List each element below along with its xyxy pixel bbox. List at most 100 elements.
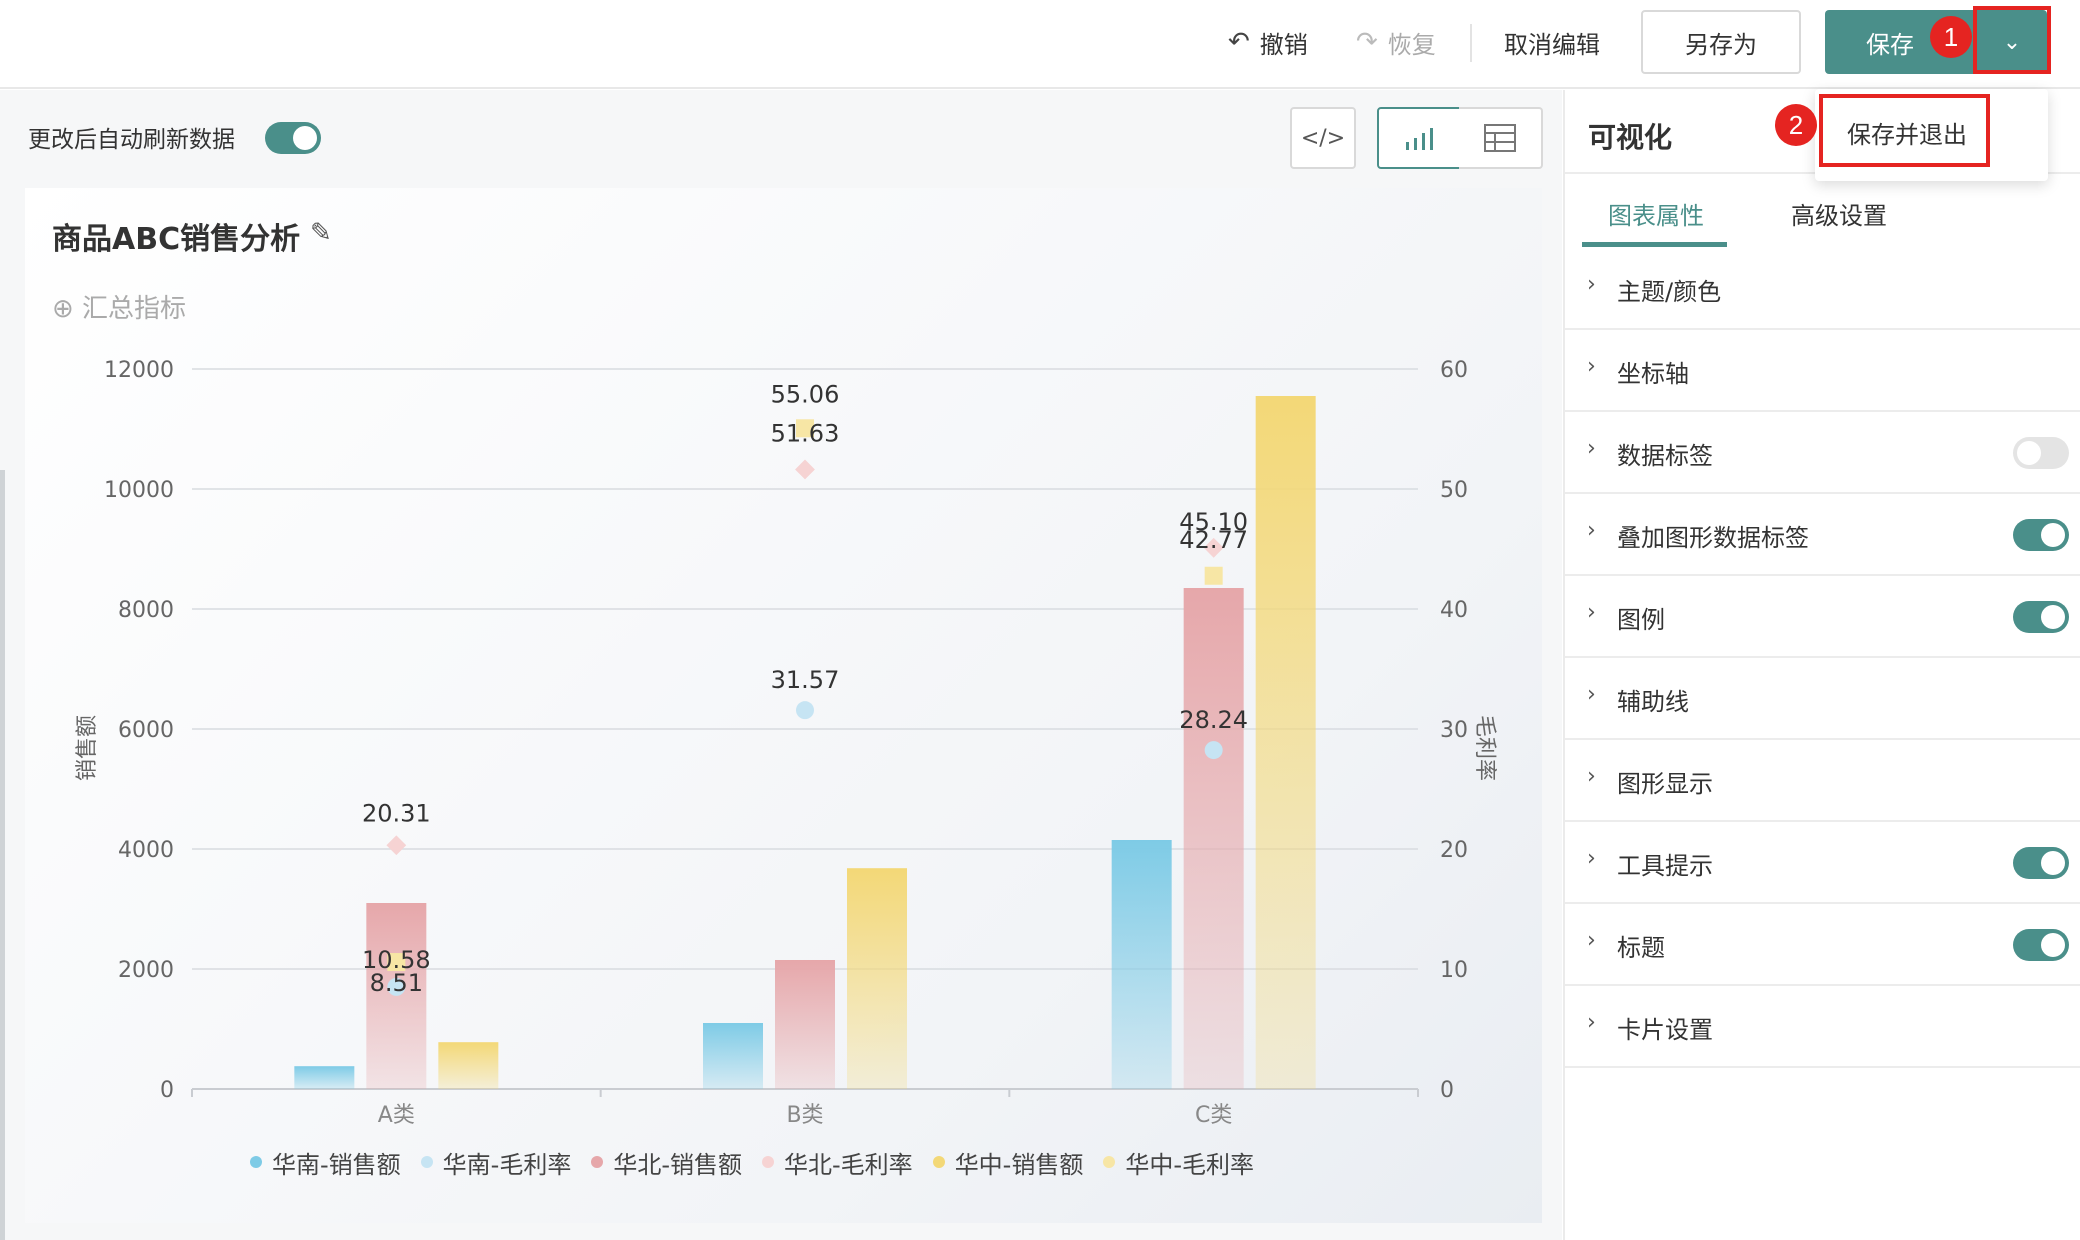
chevron-right-icon: › <box>1587 764 1596 789</box>
point-value-label: 28.24 <box>1179 706 1248 734</box>
y2-tick-label: 50 <box>1440 478 1468 503</box>
legend-label: 华北-销售额 <box>613 1150 743 1179</box>
property-toggle[interactable] <box>2013 601 2069 633</box>
table-view-button[interactable] <box>1459 107 1543 169</box>
property-row[interactable]: › 图例 <box>1565 576 2080 658</box>
legend-label: 华南-毛利率 <box>442 1150 572 1179</box>
redo-label: 恢复 <box>1387 30 1436 59</box>
cancel-edit-button[interactable]: 取消编辑 <box>1504 22 1600 62</box>
chart-view-button[interactable] <box>1377 107 1461 169</box>
legend-item[interactable]: 华北-毛利率 <box>762 1145 913 1180</box>
y2-tick-label: 40 <box>1440 598 1468 623</box>
y-tick-label: 8000 <box>118 598 174 623</box>
property-label: 工具提示 <box>1617 852 1713 880</box>
property-row[interactable]: › 数据标签 <box>1565 412 2080 494</box>
x-tick-label: A类 <box>378 1103 415 1128</box>
point-marker <box>1203 537 1224 558</box>
point-marker <box>796 419 814 438</box>
point-value-label: 51.63 <box>771 419 840 447</box>
legend-item[interactable]: 华北-销售额 <box>591 1145 742 1180</box>
bar <box>775 960 835 1089</box>
bar <box>1183 588 1244 1089</box>
legend-dot-icon <box>591 1156 604 1168</box>
cancel-edit-label: 取消编辑 <box>1504 30 1600 59</box>
redo-button[interactable]: ↷ 恢复 <box>1356 22 1436 62</box>
bar <box>294 1066 355 1089</box>
bar <box>438 1042 499 1089</box>
step-badge-1: 1 <box>1930 16 1972 58</box>
tab-advanced-settings[interactable]: 高级设置 <box>1791 202 1887 230</box>
undo-label: 撤销 <box>1259 30 1308 59</box>
point-value-label: 8.51 <box>370 969 423 997</box>
auto-refresh-toggle[interactable] <box>265 122 321 154</box>
save-and-exit-item[interactable]: 保存并退出 <box>1847 121 1967 149</box>
point-marker <box>1204 566 1223 585</box>
x-tick-label: C类 <box>1195 1103 1232 1128</box>
legend-label: 华北-毛利率 <box>784 1150 913 1179</box>
property-toggle[interactable] <box>2013 519 2069 551</box>
legend-dot-icon <box>932 1156 945 1168</box>
undo-icon: ↶ <box>1228 27 1250 57</box>
highlight-box-1 <box>1973 6 2051 74</box>
bar <box>703 1023 763 1089</box>
undo-button[interactable]: ↶ 撤销 <box>1228 22 1308 62</box>
left-scroll-edge <box>0 470 5 1240</box>
chevron-right-icon: › <box>1587 518 1596 543</box>
save-menu-toggle[interactable]: ⌄ <box>1977 10 2047 74</box>
property-label: 数据标签 <box>1617 442 1713 470</box>
point-value-label: 55.06 <box>771 380 840 408</box>
bar-chart-icon <box>1406 128 1433 150</box>
property-row[interactable]: › 叠加图形数据标签 <box>1565 494 2080 576</box>
property-row[interactable]: › 卡片设置 <box>1565 986 2080 1068</box>
edit-title-pencil-icon[interactable]: ✎ <box>310 218 332 248</box>
add-summary-metric-button[interactable]: ⊕ 汇总指标 <box>52 294 187 324</box>
property-row[interactable]: › 工具提示 <box>1565 822 2080 904</box>
auto-refresh-label: 更改后自动刷新数据 <box>28 127 235 153</box>
save-as-button[interactable]: 另存为 <box>1641 10 1801 74</box>
y-axis-label: 销售额 <box>75 715 100 781</box>
property-row[interactable]: › 标题 <box>1565 904 2080 986</box>
property-toggle[interactable] <box>2013 437 2069 469</box>
point-value-label: 42.77 <box>1179 526 1248 554</box>
property-row[interactable]: › 图形显示 <box>1565 740 2080 822</box>
y-tick-label: 4000 <box>118 838 174 863</box>
y2-tick-label: 60 <box>1440 358 1468 383</box>
y-tick-label: 0 <box>160 1078 174 1103</box>
property-row[interactable]: › 坐标轴 <box>1565 330 2080 412</box>
visualization-panel <box>1563 90 2080 1240</box>
y-tick-label: 10000 <box>104 478 174 503</box>
legend-item[interactable]: 华中-毛利率 <box>1103 1145 1254 1180</box>
chevron-right-icon: › <box>1587 354 1596 379</box>
legend-dot-icon <box>762 1156 775 1168</box>
bar <box>1111 840 1172 1089</box>
legend-item[interactable]: 华南-毛利率 <box>420 1145 572 1180</box>
property-row[interactable]: › 主题/颜色 <box>1565 248 2080 330</box>
legend-label: 华中-销售额 <box>954 1150 1084 1179</box>
chevron-right-icon: › <box>1587 272 1596 297</box>
legend-item[interactable]: 华南-销售额 <box>250 1145 401 1180</box>
point-marker <box>795 459 815 480</box>
legend-item[interactable]: 华中-销售额 <box>932 1145 1084 1180</box>
y-tick-label: 12000 <box>104 358 174 383</box>
property-row[interactable]: › 辅助线 <box>1565 658 2080 740</box>
property-toggle[interactable] <box>2013 847 2069 879</box>
chevron-right-icon: › <box>1587 436 1596 461</box>
property-label: 叠加图形数据标签 <box>1617 524 1809 552</box>
y2-tick-label: 20 <box>1440 838 1468 863</box>
property-toggle[interactable] <box>2013 929 2069 961</box>
property-label: 辅助线 <box>1617 688 1689 716</box>
point-value-label: 10.58 <box>362 946 431 974</box>
y2-tick-label: 30 <box>1440 718 1468 743</box>
y2-axis-label: 毛利率 <box>1472 715 1497 781</box>
property-label: 卡片设置 <box>1617 1016 1713 1044</box>
y2-tick-label: 0 <box>1440 1078 1454 1103</box>
step-badge-2: 2 <box>1775 104 1817 146</box>
bar <box>366 903 427 1089</box>
tab-chart-properties[interactable]: 图表属性 <box>1608 202 1704 230</box>
code-view-button[interactable]: </> <box>1290 107 1356 169</box>
bar <box>1255 396 1316 1089</box>
chevron-right-icon: › <box>1587 600 1596 625</box>
property-label: 主题/颜色 <box>1617 278 1722 306</box>
y-tick-label: 6000 <box>118 718 174 743</box>
point-marker <box>387 953 406 972</box>
